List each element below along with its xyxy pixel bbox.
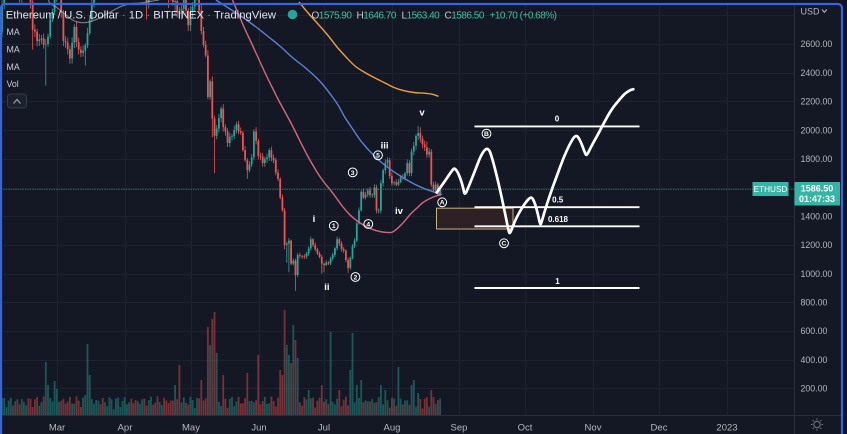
svg-text:Jun: Jun	[251, 423, 266, 434]
svg-text:ii: ii	[324, 282, 329, 293]
svg-text:Dec: Dec	[651, 423, 668, 434]
svg-text:USD: USD	[801, 7, 821, 17]
svg-text:800.00: 800.00	[801, 298, 828, 308]
svg-text:Apr: Apr	[118, 423, 133, 434]
svg-text:A: A	[440, 200, 445, 207]
svg-text:ETHUSD: ETHUSD	[754, 185, 788, 194]
svg-text:Aug: Aug	[384, 423, 401, 434]
svg-text:i: i	[313, 214, 316, 225]
svg-text:May: May	[182, 423, 200, 434]
svg-text:200.00: 200.00	[801, 384, 828, 394]
svg-text:0.5: 0.5	[552, 195, 564, 204]
svg-text:1000.00: 1000.00	[801, 269, 833, 279]
svg-text:L1563.40: L1563.40	[402, 11, 441, 22]
svg-text:Jul: Jul	[318, 423, 330, 434]
svg-text:0: 0	[555, 115, 560, 124]
svg-text:01:47:33: 01:47:33	[799, 194, 835, 204]
svg-text:O1575.90: O1575.90	[312, 11, 353, 22]
svg-text:Oct: Oct	[518, 423, 533, 434]
svg-text:3: 3	[351, 170, 355, 177]
svg-text:1586.50: 1586.50	[801, 184, 834, 194]
svg-text:iv: iv	[395, 206, 404, 217]
svg-text:2600.00: 2600.00	[801, 39, 833, 49]
svg-text:Ethereum / U.S. Dollar · 1D ·: Ethereum / U.S. Dollar · 1D · BITFINEX ·…	[6, 10, 277, 22]
svg-text:2023: 2023	[716, 423, 737, 434]
svg-text:C1586.50: C1586.50	[445, 11, 485, 22]
svg-text:2400.00: 2400.00	[801, 68, 833, 78]
svg-text:1: 1	[555, 277, 560, 286]
svg-text:1200.00: 1200.00	[801, 240, 833, 250]
svg-text:1800.00: 1800.00	[801, 154, 833, 164]
svg-text:1: 1	[332, 223, 336, 230]
svg-text:Sep: Sep	[451, 423, 468, 434]
svg-text:MA: MA	[7, 27, 20, 37]
svg-text:iii: iii	[381, 141, 389, 152]
svg-text:600.00: 600.00	[801, 326, 828, 336]
svg-text:C: C	[502, 241, 507, 248]
svg-text:H1646.70: H1646.70	[357, 11, 397, 22]
svg-text:Mar: Mar	[49, 423, 65, 434]
svg-text:400.00: 400.00	[801, 355, 828, 365]
svg-text:v: v	[419, 107, 425, 118]
svg-text:2000.00: 2000.00	[801, 125, 833, 135]
svg-text:5: 5	[376, 153, 380, 160]
svg-text:B: B	[484, 131, 489, 138]
svg-text:Vol: Vol	[7, 79, 19, 89]
svg-text:1400.00: 1400.00	[801, 211, 833, 221]
svg-text:MA: MA	[7, 45, 20, 55]
svg-text:Nov: Nov	[585, 423, 602, 434]
svg-text:+10.70 (+0.68%): +10.70 (+0.68%)	[490, 11, 557, 22]
svg-text:2200.00: 2200.00	[801, 97, 833, 107]
svg-text:2: 2	[354, 274, 358, 281]
svg-text:0.618: 0.618	[548, 215, 569, 224]
svg-text:4: 4	[366, 221, 370, 228]
svg-text:MA: MA	[7, 62, 20, 72]
